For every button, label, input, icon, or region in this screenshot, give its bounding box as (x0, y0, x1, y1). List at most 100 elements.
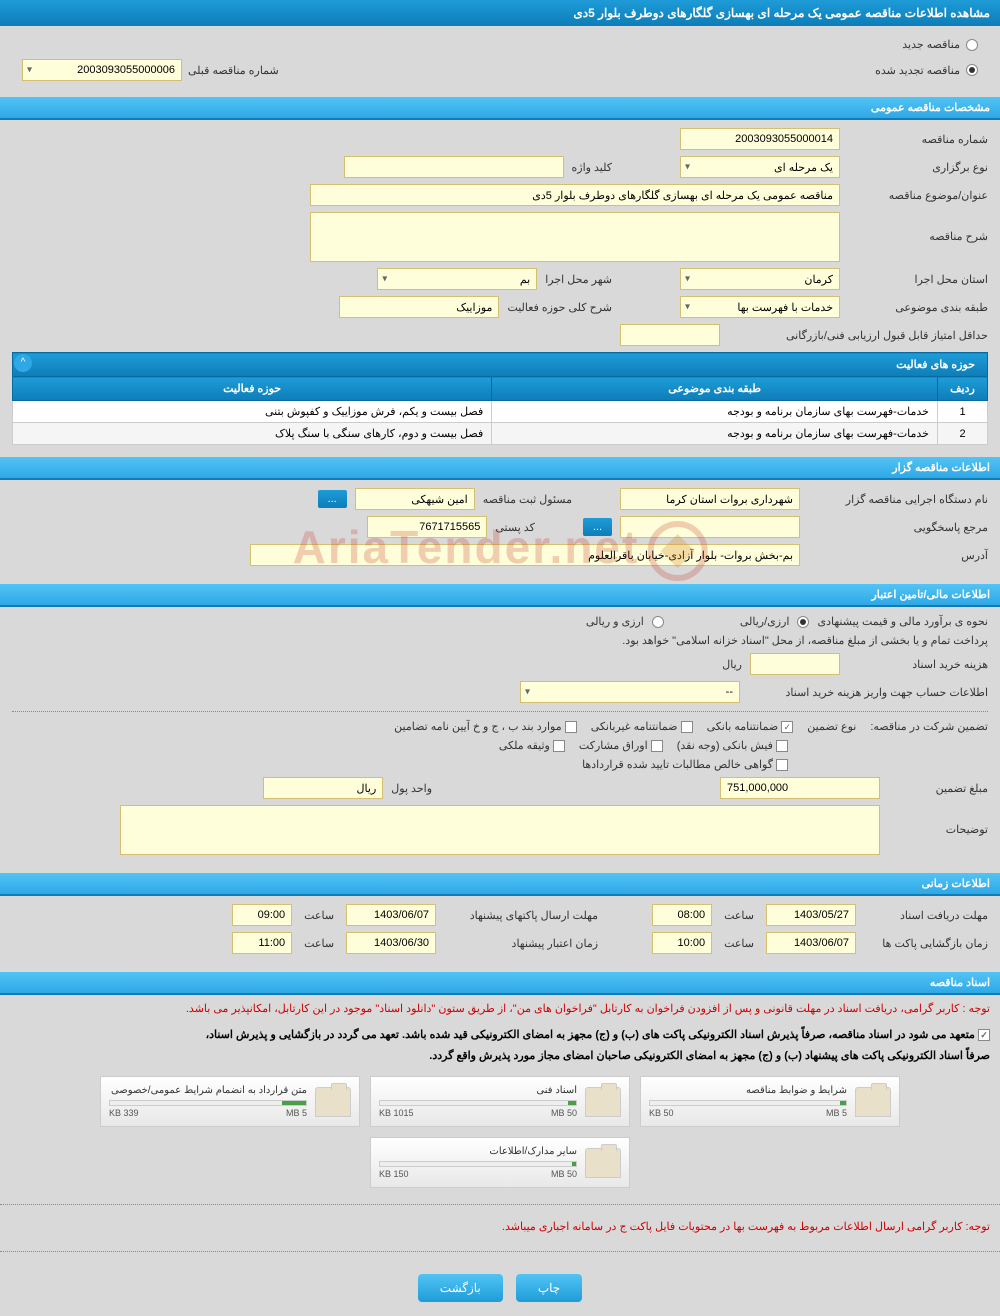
min-score-field[interactable] (620, 324, 720, 346)
address-label: آدرس (808, 549, 988, 562)
table-row: 2خدمات-فهرست بهای سازمان برنامه و بودجهف… (13, 423, 988, 445)
send-time[interactable]: 09:00 (232, 904, 292, 926)
topic-class-select[interactable]: خدمات با فهرست بها (680, 296, 840, 318)
collapse-icon[interactable]: ^ (14, 354, 32, 372)
chk-bank[interactable] (781, 721, 793, 733)
divider-docs (0, 1204, 1000, 1205)
send-date[interactable]: 1403/06/07 (346, 904, 436, 926)
folder-icon (585, 1087, 621, 1117)
org-name-field: شهرداری بروات استان کرما (620, 488, 800, 510)
chk-nonbank[interactable] (681, 721, 693, 733)
section-organizer: اطلاعات مناقصه گزار (0, 457, 1000, 480)
prev-number-select[interactable]: 2003093055000006 (22, 59, 182, 81)
doc-card[interactable]: سایر مدارک/اطلاعات 50 MB150 KB (370, 1137, 630, 1188)
time-label-3: ساعت (724, 937, 754, 950)
activities-table: حوزه های فعالیت ردیف طبقه بندی موضوعی حو… (12, 352, 988, 445)
financial-note: پرداخت تمام و یا بخشی از مبلغ مناقصه، از… (622, 634, 988, 647)
divider (12, 711, 988, 712)
activity-scope-field[interactable]: موزاییک (339, 296, 499, 318)
validity-date[interactable]: 1403/06/30 (346, 932, 436, 954)
section-financial: اطلاعات مالی/تامین اعتبار (0, 584, 1000, 607)
doc-title: شرایط و ضوابط مناقصه (649, 1085, 847, 1096)
organizer-content: نام دستگاه اجرایی مناقصه گزار شهرداری بر… (0, 480, 1000, 580)
chk-bank-label: ضمانتنامه بانکی (707, 721, 779, 733)
new-tender-label: مناقصه جدید (902, 38, 960, 51)
radio-rial[interactable] (797, 616, 809, 628)
subject-field[interactable]: مناقصه عمومی یک مرحله ای بهسازی گلگارهای… (310, 184, 840, 206)
progress-bar (649, 1100, 847, 1106)
open-date[interactable]: 1403/06/07 (766, 932, 856, 954)
progress-bar (109, 1100, 307, 1106)
notice-1: توجه : کاربر گرامی، دریافت اسناد در مهلت… (0, 995, 1000, 1025)
doc-account-select[interactable]: -- (520, 681, 740, 703)
section-docs: اسناد مناقصه (0, 972, 1000, 995)
general-content: شماره مناقصه 2003093055000014 نوع برگزار… (0, 120, 1000, 453)
address-field[interactable]: بم-بخش بروات- بلوار آزادی-خیابان باقرالع… (250, 544, 800, 566)
send-label: مهلت ارسال پاکتهای پیشنهاد (448, 909, 598, 922)
notice-2b: صرفاً اسناد الکترونیکی پاکت های پیشنهاد … (0, 1046, 1000, 1068)
city-select[interactable]: بم (377, 268, 537, 290)
chk-bond-label: موارد بند ب ، ج و خ آیین نامه تضامین (394, 721, 561, 733)
radio-renewed-tender[interactable] (966, 64, 978, 76)
doc-title: متن قرارداد به انضمام شرایط عمومی/خصوصی (109, 1085, 307, 1096)
postal-field[interactable]: 7671715565 (367, 516, 487, 538)
folder-icon (315, 1087, 351, 1117)
desc-label: شرح مناقصه (848, 212, 988, 243)
doc-price-field[interactable] (750, 653, 840, 675)
doc-card[interactable]: متن قرارداد به انضمام شرایط عمومی/خصوصی … (100, 1076, 360, 1127)
chk-property[interactable] (553, 740, 565, 752)
chk-securities-label: اوراق مشارکت (579, 740, 648, 752)
amount-field[interactable]: 751,000,000 (720, 777, 880, 799)
progress-bar (379, 1161, 577, 1167)
col-scope: حوزه فعالیت (13, 377, 492, 401)
subject-label: عنوان/موضوع مناقصه (848, 189, 988, 202)
validity-label: زمان اعتبار پیشنهاد (448, 937, 598, 950)
time-label-4: ساعت (304, 937, 334, 950)
notice-3: توجه: کاربر گرامی ارسال اطلاعات مربوط به… (0, 1213, 1000, 1243)
tender-no-label: شماره مناقصه (848, 133, 988, 146)
desc-textarea[interactable] (310, 212, 840, 262)
province-label: استان محل اجرا (848, 273, 988, 286)
doc-receive-date[interactable]: 1403/05/27 (766, 904, 856, 926)
chk-property-label: وثیقه ملکی (499, 740, 550, 752)
renewed-tender-label: مناقصه تجدید شده (875, 64, 960, 77)
doc-price-label: هزینه خرید اسناد (848, 658, 988, 671)
chk-claims[interactable] (776, 759, 788, 771)
doc-receive-time[interactable]: 08:00 (652, 904, 712, 926)
progress-bar (379, 1100, 577, 1106)
activities-header: حوزه های فعالیت (13, 353, 988, 377)
table-row: 1خدمات-فهرست بهای سازمان برنامه و بودجهف… (13, 401, 988, 423)
registrar-field: امین شیهکی (355, 488, 475, 510)
currency-label: ارزی و ریالی (586, 615, 644, 628)
province-select[interactable]: کرمان (680, 268, 840, 290)
chk-fish[interactable] (776, 740, 788, 752)
print-button[interactable]: چاپ (516, 1274, 582, 1302)
activity-scope-label: شرح کلی حوزه فعالیت (507, 301, 612, 314)
doc-card[interactable]: اسناد فنی 50 MB1015 KB (370, 1076, 630, 1127)
ref-field[interactable] (620, 516, 800, 538)
doc-title: اسناد فنی (379, 1085, 577, 1096)
min-score-label: حداقل امتیاز قابل قبول ارزیابی فنی/بازرگ… (728, 329, 988, 342)
amount-label: مبلغ تضمین (888, 782, 988, 795)
back-button[interactable]: بازگشت (418, 1274, 503, 1302)
open-time[interactable]: 10:00 (652, 932, 712, 954)
doc-card[interactable]: شرایط و ضوابط مناقصه 5 MB50 KB (640, 1076, 900, 1127)
status-section: مناقصه جدید مناقصه تجدید شده شماره مناقص… (0, 26, 1000, 93)
time-label-1: ساعت (724, 909, 754, 922)
radio-new-tender[interactable] (966, 39, 978, 51)
notes-textarea[interactable] (120, 805, 880, 855)
notice-2a: متعهد می شود در اسناد مناقصه، صرفاً پذیر… (0, 1025, 1000, 1047)
doc-receive-label: مهلت دریافت اسناد (868, 909, 988, 922)
validity-time[interactable]: 11:00 (232, 932, 292, 954)
ref-more-button[interactable]: ... (583, 518, 612, 536)
chk-securities[interactable] (651, 740, 663, 752)
more-button[interactable]: ... (318, 490, 347, 508)
type-select[interactable]: یک مرحله ای (680, 156, 840, 178)
guarantee-label: تضمین شرکت در مناقصه: (870, 720, 988, 733)
unit-field: ریال (263, 777, 383, 799)
keyword-field[interactable] (344, 156, 564, 178)
notes-label: توضیحات (888, 805, 988, 836)
chk-commit[interactable] (978, 1029, 990, 1041)
chk-bond[interactable] (565, 721, 577, 733)
radio-currency[interactable] (652, 616, 664, 628)
